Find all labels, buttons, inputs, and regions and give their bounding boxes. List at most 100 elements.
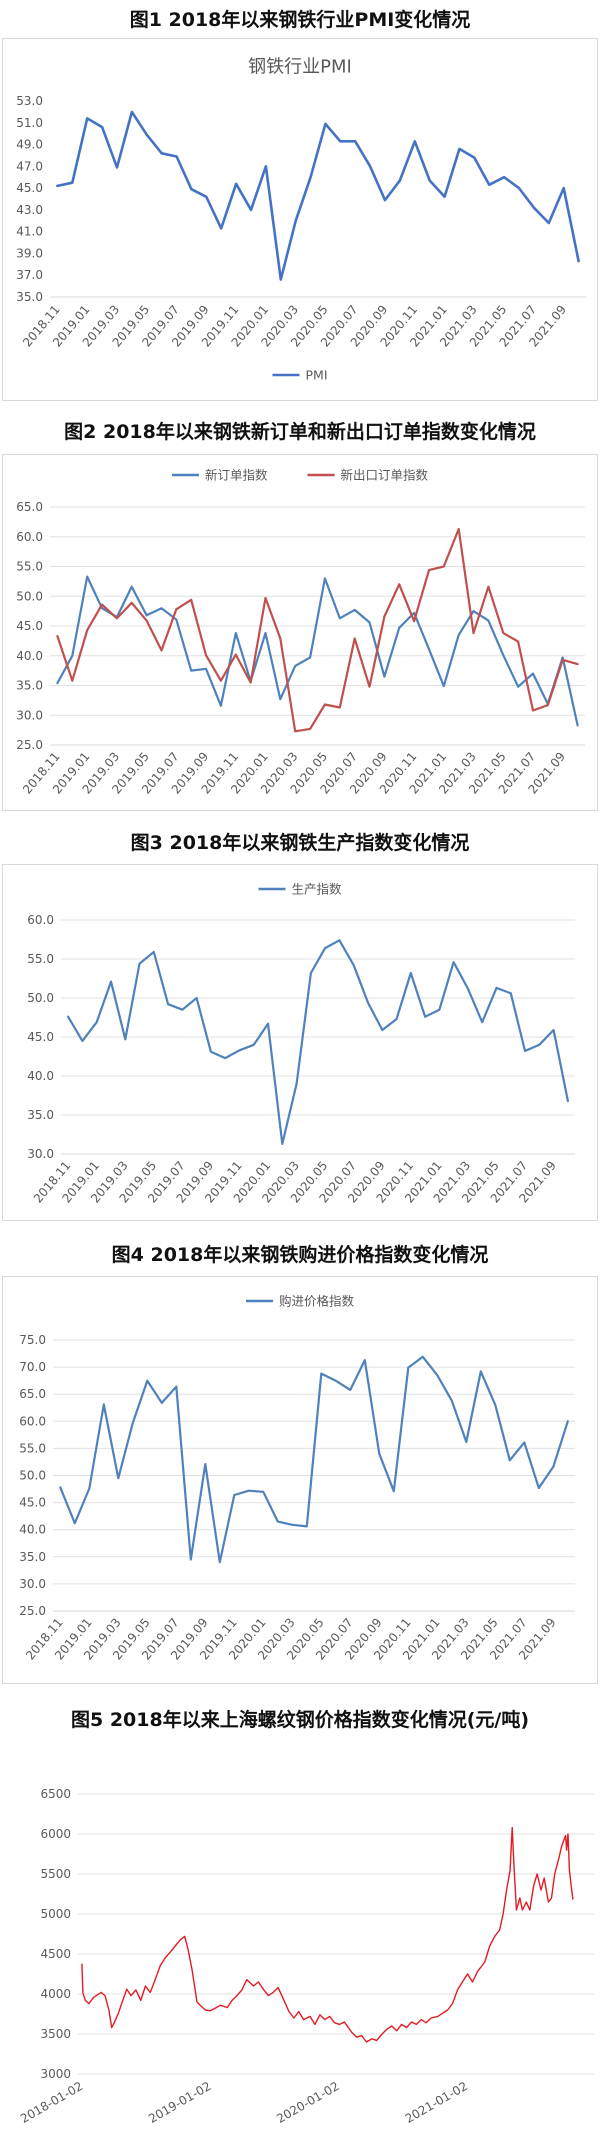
data-point xyxy=(408,970,414,976)
data-point xyxy=(86,1486,92,1492)
figure-3-caption: 图3 2018年以来钢铁生产指数变化情况 xyxy=(130,832,470,854)
data-point xyxy=(252,1984,256,1988)
y-tick-label: 60.0 xyxy=(19,1414,46,1428)
data-point xyxy=(515,684,521,690)
data-point xyxy=(471,155,477,161)
data-point xyxy=(237,1047,243,1053)
legend-item-1: 新订单指数 xyxy=(172,468,268,483)
x-tick-label: 2020-01-02 xyxy=(274,2079,341,2126)
data-point xyxy=(139,1998,143,2002)
data-point xyxy=(336,937,342,943)
figure-5-caption: 图5 2018年以来上海螺纹钢价格指数变化情况(元/吨) xyxy=(70,1709,530,1731)
y-tick-label: 25.0 xyxy=(19,1604,46,1618)
data-point xyxy=(456,146,462,152)
data-point xyxy=(81,1991,85,1995)
data-point xyxy=(456,526,462,532)
purchase-price-index-line-chart: 25.0 30.0 35.0 40.0 45.0 50.0 55.0 60.0 65.0 70.0… xyxy=(2,1276,598,1684)
data-point xyxy=(188,668,194,674)
data-point xyxy=(352,607,358,613)
data-point xyxy=(449,1398,455,1404)
data-point xyxy=(218,225,224,231)
data-point xyxy=(518,1896,522,1900)
data-point xyxy=(279,1141,285,1147)
data-point xyxy=(144,1378,150,1384)
data-point xyxy=(148,1990,152,1994)
data-point xyxy=(129,584,135,590)
data-point xyxy=(129,109,135,115)
data-point xyxy=(72,1520,78,1526)
series-line-2 xyxy=(56,527,579,733)
data-point xyxy=(84,115,90,121)
data-point xyxy=(528,1908,532,1912)
data-point xyxy=(186,1948,190,1952)
y-tick-label: 6000 xyxy=(40,1827,71,1841)
data-point xyxy=(289,1522,295,1528)
figure-2-caption: 图2 2018年以来钢铁新订单和新出口订单指数变化情况 xyxy=(64,421,536,443)
data-point xyxy=(456,632,462,638)
data-point xyxy=(225,2006,229,2010)
data-point xyxy=(500,630,506,636)
y-tick-label: 25.0 xyxy=(16,738,43,752)
data-point xyxy=(322,575,328,581)
data-point xyxy=(203,194,209,200)
data-point xyxy=(338,2022,342,2026)
data-point xyxy=(531,205,537,211)
data-point xyxy=(560,657,566,663)
y-tick-label: 40.0 xyxy=(27,1069,54,1083)
data-point xyxy=(466,1972,470,1976)
data-point xyxy=(276,1986,280,1990)
data-point xyxy=(379,1027,385,1033)
data-point xyxy=(333,1378,339,1384)
data-point xyxy=(69,653,75,659)
y-tick-label: 75.0 xyxy=(19,1333,46,1347)
data-point xyxy=(337,615,343,621)
y-tick-label: 39.0 xyxy=(16,246,43,260)
data-point xyxy=(84,627,90,633)
data-point xyxy=(500,652,506,658)
data-point xyxy=(322,121,328,127)
data-point xyxy=(69,678,75,684)
y-tick-label: 45.0 xyxy=(27,1030,54,1044)
data-point xyxy=(501,174,507,180)
data-point xyxy=(256,1980,260,1984)
data-point xyxy=(307,655,313,661)
data-point xyxy=(263,595,269,601)
y-tick-label: 35.0 xyxy=(19,1550,46,1564)
data-point xyxy=(351,962,357,968)
data-point xyxy=(99,1990,103,1994)
chart-title: 钢铁行业PMI xyxy=(248,57,352,78)
y-tick-label: 45.0 xyxy=(16,181,43,195)
data-point xyxy=(436,1007,442,1013)
data-point xyxy=(370,2037,374,2041)
data-point xyxy=(275,1519,281,1525)
data-point xyxy=(426,567,432,573)
data-point xyxy=(240,1988,244,1992)
legend-label: PMI xyxy=(306,368,328,383)
data-point xyxy=(493,1934,497,1938)
y-tick-label: 70.0 xyxy=(19,1360,46,1374)
data-point xyxy=(246,1488,252,1494)
data-point xyxy=(367,684,373,690)
data-point xyxy=(456,1988,460,1992)
data-point xyxy=(571,1898,575,1902)
data-point xyxy=(195,2000,199,2004)
series-line-1 xyxy=(59,1355,569,1564)
data-point xyxy=(130,1420,136,1426)
data-point xyxy=(318,2013,322,2017)
data-point xyxy=(54,633,60,639)
data-point xyxy=(367,163,373,169)
new-orders-line-chart: 25.030.035.040.045.050.055.060.065.02018… xyxy=(2,454,598,811)
data-point xyxy=(557,1856,561,1860)
data-point xyxy=(153,1978,157,1982)
data-point xyxy=(219,2003,223,2007)
y-tick-label: 6500 xyxy=(40,1787,71,1801)
data-point xyxy=(426,646,432,652)
y-tick-label: 50.0 xyxy=(27,991,54,1005)
series-line-1 xyxy=(56,110,580,281)
data-point xyxy=(292,728,298,734)
data-point xyxy=(520,1908,524,1912)
legend-item-1: 生产指数 xyxy=(258,882,342,897)
data-point xyxy=(308,970,314,976)
data-point xyxy=(265,1021,271,1027)
data-point xyxy=(512,1864,516,1868)
